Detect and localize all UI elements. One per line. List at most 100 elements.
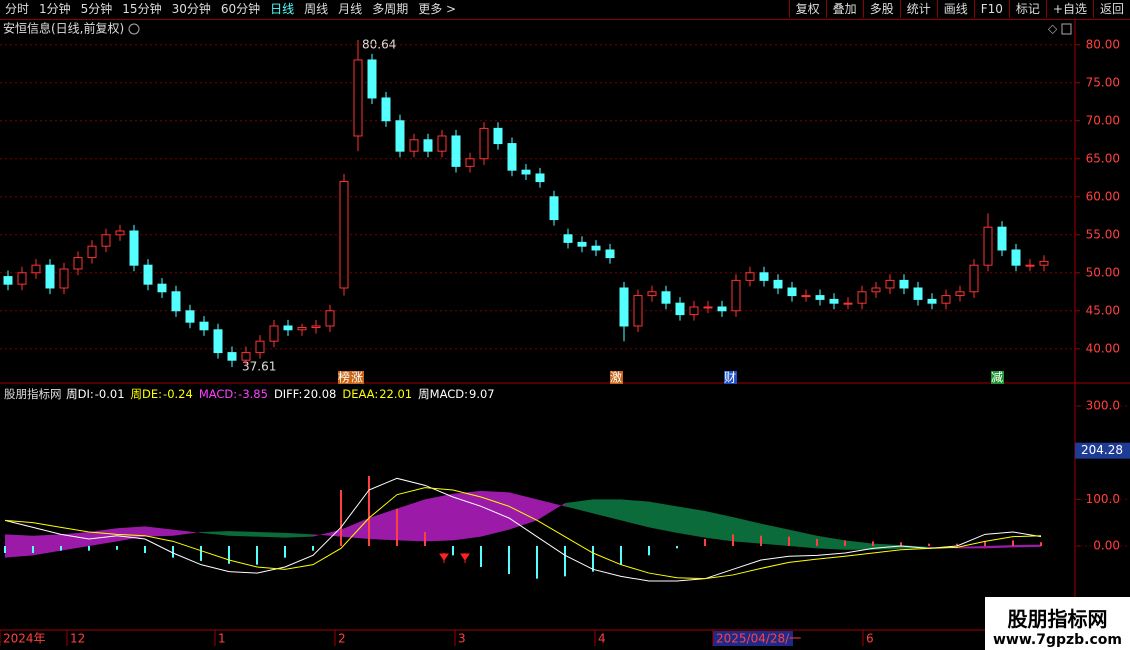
tool-button[interactable]: +自选	[1045, 0, 1093, 18]
marker[interactable]: 榜	[338, 370, 350, 385]
x-tick-label: 2024年	[3, 632, 46, 646]
tool-button[interactable]: 标记	[1008, 0, 1046, 18]
candle-body	[451, 135, 461, 167]
candle-body	[871, 287, 881, 293]
period-tab[interactable]: 更多 >	[418, 2, 457, 16]
candle-body	[521, 169, 531, 175]
candle-body	[703, 306, 713, 309]
watermark: 股朋指标网 www.7gpzb.com	[985, 597, 1130, 650]
candle-body	[577, 241, 587, 247]
candle-body	[73, 257, 83, 270]
legend-value: 9.07	[469, 387, 495, 401]
candle-body	[395, 120, 405, 152]
candle-body	[661, 291, 671, 304]
candle-body	[549, 196, 559, 221]
band-segment	[145, 526, 173, 537]
date-highlight	[713, 631, 793, 646]
candle-body	[3, 276, 13, 285]
band-segment	[229, 531, 257, 537]
period-tab[interactable]: 15分钟	[122, 2, 162, 16]
period-tab[interactable]: 30分钟	[171, 2, 211, 16]
band-segment	[789, 529, 817, 549]
candle-body	[507, 143, 517, 171]
band-segment	[845, 540, 873, 550]
marker[interactable]: 涨	[351, 370, 363, 385]
legend-label: DEAA:	[342, 387, 379, 401]
band-segment	[593, 499, 621, 521]
marker-bg	[351, 371, 364, 384]
icon[interactable]	[1061, 23, 1072, 35]
candle-body	[941, 295, 951, 304]
band-segment	[649, 501, 677, 533]
y-tick-label: 60.00	[1086, 189, 1120, 203]
candle-body	[675, 302, 685, 316]
marker[interactable]: 减	[991, 371, 1003, 385]
indicator-title[interactable]: 股朋指标网	[4, 387, 62, 401]
marker[interactable]: 财	[724, 371, 736, 385]
candle-body	[339, 181, 349, 289]
marker-bg	[610, 371, 623, 384]
marker[interactable]: 激	[610, 371, 622, 385]
period-tab[interactable]: 60分钟	[220, 2, 261, 16]
candle-body	[185, 310, 195, 323]
band-segment	[957, 546, 985, 549]
period-tab[interactable]: 月线	[338, 2, 363, 16]
tool-button[interactable]: 返回	[1092, 0, 1130, 18]
last-value-label: 204.28	[1081, 443, 1123, 457]
candle-body	[269, 325, 279, 342]
band-segment	[397, 499, 425, 542]
tool-button[interactable]: 画线	[936, 0, 974, 18]
band-segment	[509, 492, 537, 530]
period-tab[interactable]: 分时	[5, 2, 30, 16]
indicator-line	[4, 487, 1042, 580]
band-segment	[565, 499, 593, 514]
period-tab[interactable]: 多周期	[372, 2, 409, 16]
toolbar: 分时 1分钟 5分钟 15分钟 30分钟 60分钟 日线 周线 月线 多周期 更多 > 复权 叠加 多股统…	[0, 0, 1130, 20]
dropdown-icon[interactable]	[128, 23, 140, 35]
candle-body	[843, 302, 853, 305]
legend-value: -0.24	[163, 387, 193, 401]
indicator-line	[4, 477, 1042, 582]
chart-title: 安恒信息(日线,前复权)	[3, 21, 124, 36]
candle-body	[437, 135, 447, 152]
y-tick-label: 300.0	[1086, 399, 1120, 413]
y-tick-label: 45.00	[1086, 303, 1120, 317]
last-value-badge	[1075, 442, 1130, 459]
candle-body	[955, 291, 965, 297]
tool-button[interactable]: F10	[973, 0, 1009, 18]
candle-body	[1025, 264, 1035, 267]
period-tab[interactable]: 日线	[270, 2, 295, 16]
candle-body	[591, 245, 601, 251]
period-tab[interactable]: 1分钟	[39, 2, 71, 16]
band-segment	[985, 545, 1013, 549]
period-tab[interactable]: 周线	[304, 2, 329, 16]
period-tab[interactable]: 5分钟	[80, 2, 113, 16]
candle-body	[465, 158, 475, 167]
y-tick-label: 100.0	[1086, 492, 1120, 506]
legend-label: 周MACD:	[418, 387, 468, 401]
icon[interactable]: ◇	[1048, 22, 1058, 36]
candle-body	[829, 298, 839, 304]
candle-body	[619, 287, 629, 327]
candle-body	[731, 279, 741, 312]
watermark-url: www.7gpzb.com	[992, 632, 1122, 648]
candle-body	[745, 272, 755, 281]
indicator-legend: 股朋指标网 周DI:-0.01 周DE:-0.24 MACD:-3.85 DIFF:2…	[4, 386, 501, 402]
y-tick-label: 65.00	[1086, 151, 1120, 165]
candle-body	[759, 272, 769, 281]
tool-button[interactable]: 统计	[899, 0, 937, 18]
candle-body	[927, 298, 937, 304]
arrow-icon	[439, 553, 449, 563]
candle-body	[493, 127, 503, 145]
tool-button[interactable]: 多股	[862, 0, 900, 18]
candle-body	[605, 249, 615, 259]
tool-button[interactable]: 叠加	[825, 0, 863, 18]
y-tick-label: 70.00	[1086, 113, 1120, 127]
band-segment	[257, 532, 285, 538]
tool-button[interactable]: 复权	[788, 0, 826, 18]
arrow-icon	[460, 553, 470, 563]
band-segment	[201, 531, 229, 536]
candle-body	[31, 264, 41, 274]
candle-body	[381, 97, 391, 122]
